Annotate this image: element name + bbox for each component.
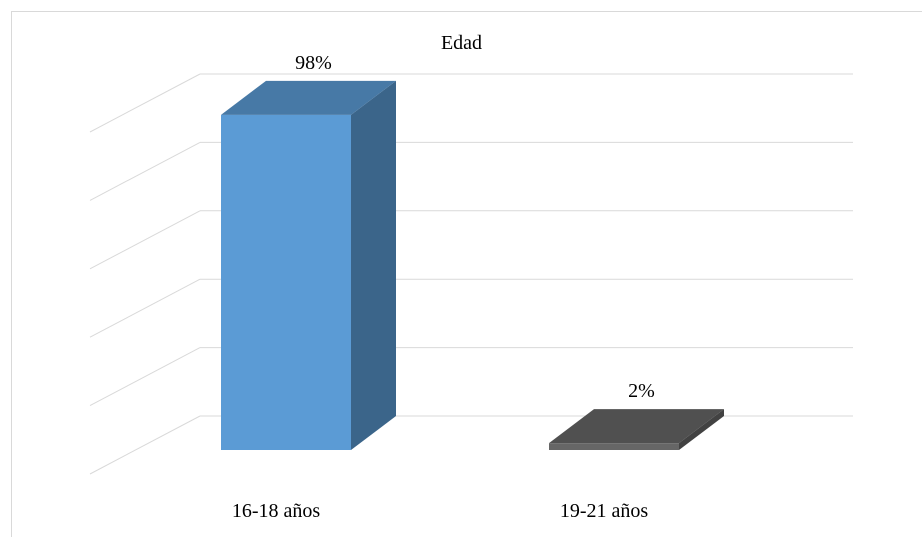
gridline-side [89,347,201,407]
bar-front [221,114,351,450]
data-label: 2% [628,380,655,402]
gridline-side [89,73,201,133]
chart-title: Edad [440,32,483,54]
bar-side [351,80,396,450]
gridline-side [89,415,201,475]
bar-side [679,409,724,450]
category-label: 19-21 años [560,500,649,522]
bar-front [549,443,679,450]
data-label: 98% [295,52,332,74]
bar-top [221,80,396,115]
gridline-side [89,210,201,270]
gridline-side [89,278,201,338]
category-label: 16-18 años [232,500,321,522]
chart-frame [11,11,922,537]
bar-top [549,409,724,444]
gridline-side [89,141,201,201]
